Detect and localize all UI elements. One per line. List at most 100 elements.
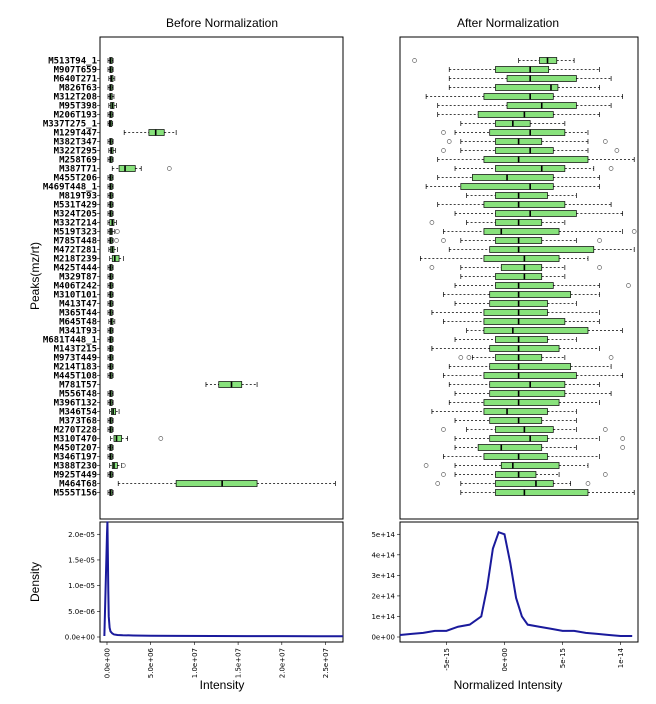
peak-label: M396T132 xyxy=(54,399,97,409)
box-bar xyxy=(489,417,543,424)
box-bar xyxy=(489,381,566,388)
outlier-point xyxy=(602,427,608,432)
outlier-point xyxy=(441,130,446,135)
peak-label: M513T94_1 xyxy=(48,57,97,67)
peak-label: M472T281 xyxy=(54,246,97,256)
peak-label: M258T69 xyxy=(59,156,97,166)
peak-label: M387T71 xyxy=(59,165,97,175)
peak-label: M365T44 xyxy=(59,309,98,319)
after-boxplot-frame xyxy=(399,36,639,520)
box-bar xyxy=(483,228,560,235)
outlier-point xyxy=(114,238,119,243)
box-bar xyxy=(495,480,554,487)
peak-label: M373T68 xyxy=(59,417,97,427)
peak-label: M907T659 xyxy=(54,66,97,76)
peak-label: M640T271 xyxy=(54,75,97,85)
normalized-intensity-axis-label: Normalized Intensity xyxy=(454,678,563,692)
outlier-point xyxy=(620,445,626,450)
x-tick-label: -5e-15 xyxy=(443,648,451,671)
box-bar xyxy=(495,147,554,154)
outlier-point xyxy=(441,427,446,432)
peak-label: M826T63 xyxy=(59,84,97,94)
box-bar xyxy=(483,255,560,262)
outlier-point xyxy=(608,355,614,360)
peak-label: M341T93 xyxy=(59,327,97,337)
peak-label: M388T230 xyxy=(54,462,97,472)
peak-label: M519T323 xyxy=(54,228,97,238)
peak-label: M781T57 xyxy=(59,381,97,391)
x-tick-label: 5e-15 xyxy=(559,648,567,668)
outlier-point xyxy=(423,463,429,468)
box-bar xyxy=(483,93,554,100)
peak-label: M469T448_1 xyxy=(43,183,97,193)
box-bar xyxy=(111,255,120,262)
box-bar xyxy=(495,273,543,280)
outlier-point xyxy=(620,436,626,441)
peak-label: M322T295 xyxy=(54,147,97,157)
box-bar xyxy=(500,264,543,271)
peak-label: M382T347 xyxy=(54,138,97,148)
box-bar xyxy=(495,489,589,496)
box-bar xyxy=(489,435,548,442)
peak-label: M95T398 xyxy=(59,102,97,112)
after-density-plot: 0e+00 1e+14 2e+14 3e+14 4e+14 5e+14 -5e-15 0e+0… xyxy=(371,531,633,672)
box-bar xyxy=(495,471,537,478)
outlier-point xyxy=(429,265,435,270)
box-bar xyxy=(489,291,571,298)
x-tick-label: 0e+00 xyxy=(501,648,509,672)
peak-label: M312T208 xyxy=(54,93,97,103)
box-bar xyxy=(483,201,566,208)
box-bar xyxy=(500,462,560,469)
box-bar xyxy=(460,183,554,190)
intensity-axis-label: Intensity xyxy=(200,678,245,692)
x-tick-label: 0.0e+00 xyxy=(103,648,111,678)
outlier-point xyxy=(614,148,620,153)
box-bar xyxy=(489,246,595,253)
before-density-frame xyxy=(99,521,344,643)
box-bar xyxy=(483,372,577,379)
outlier-point xyxy=(441,148,446,153)
outlier-point xyxy=(115,229,120,234)
outlier-point xyxy=(166,166,172,171)
right-panel-title: After Normalization xyxy=(457,16,559,30)
y-tick-label: 5e+14 xyxy=(371,531,395,539)
outlier-point xyxy=(585,481,591,486)
box-bar xyxy=(483,327,589,334)
y-tick-label: 1e+14 xyxy=(371,613,395,621)
peak-label: M973T449 xyxy=(54,354,97,364)
peak-label: M143T215 xyxy=(54,345,97,355)
after-density-frame xyxy=(399,521,639,643)
density-curve xyxy=(103,521,343,638)
outlier-point xyxy=(120,463,126,468)
box-bar xyxy=(495,84,559,91)
peak-label: M464T68 xyxy=(59,480,97,490)
box-bar xyxy=(483,309,548,316)
box-bar xyxy=(472,174,554,181)
box-bar xyxy=(218,381,243,388)
box-bar xyxy=(495,336,548,343)
outlier-point xyxy=(631,229,637,234)
peak-label: M925T449 xyxy=(54,471,97,481)
x-tick-label: 2.0e+07 xyxy=(278,648,286,678)
peak-label: M310T470 xyxy=(54,435,97,445)
peak-label: M681T448_1 xyxy=(43,336,97,346)
peak-label: M425T444 xyxy=(54,264,98,274)
box-bar xyxy=(495,282,554,289)
y-tick-label: 3e+14 xyxy=(371,572,395,580)
peak-label: M455T206 xyxy=(54,174,97,184)
peak-label: M346T197 xyxy=(54,453,97,463)
x-tick-label: 5.0e+06 xyxy=(147,647,155,678)
peak-label: M310T101 xyxy=(54,291,97,301)
peak-label: M346T54 xyxy=(59,408,98,418)
box-bar xyxy=(489,390,566,397)
peaks-axis-label: Peaks(mz/rt) xyxy=(28,242,42,310)
outlier-point xyxy=(446,139,452,144)
peak-label: M450T207 xyxy=(54,444,97,454)
x-tick-label: 1.0e+07 xyxy=(191,648,199,678)
box-bar xyxy=(483,453,548,460)
box-bar xyxy=(483,399,560,406)
box-bar xyxy=(477,444,543,451)
box-bar xyxy=(495,192,548,199)
box-bar xyxy=(495,210,577,217)
